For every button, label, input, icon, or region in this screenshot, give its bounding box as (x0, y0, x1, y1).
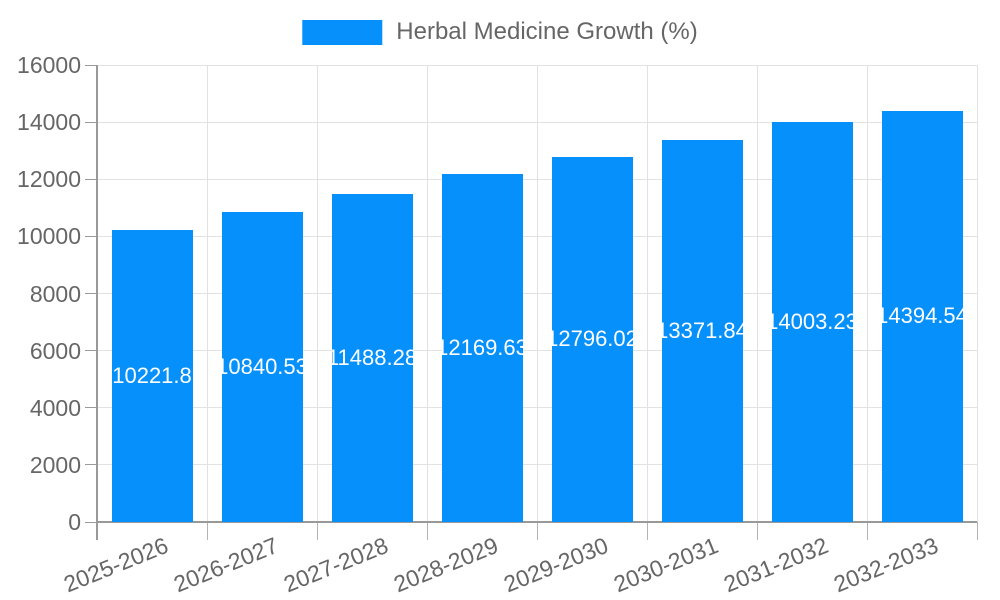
x-gridline (866, 65, 868, 522)
y-axis-tick-mark (85, 350, 97, 352)
bar-value-label: 14003.23 (771, 309, 853, 334)
x-axis-tick-mark (206, 522, 208, 540)
x-axis-tick-label: 2032-2033 (830, 532, 942, 598)
y-axis-tick-mark (85, 64, 97, 66)
x-axis-tick-mark (426, 522, 428, 540)
legend-item[interactable]: Herbal Medicine Growth (%) (302, 18, 698, 46)
y-axis-tick-mark (85, 121, 97, 123)
x-axis-tick-label: 2027-2028 (280, 532, 392, 598)
y-axis-tick-label: 0 (68, 509, 81, 535)
bar-value-label: 12796.02 (551, 326, 633, 352)
x-gridline (646, 65, 648, 522)
bar[interactable]: 14394.54 (881, 110, 963, 522)
bar[interactable]: 10221.8 (111, 230, 193, 522)
x-gridline (206, 65, 208, 522)
x-gridline (976, 65, 978, 522)
bar[interactable]: 12796.02 (551, 156, 633, 522)
bar[interactable]: 13371.84 (661, 140, 743, 522)
x-axis-tick-mark (976, 522, 978, 540)
bar-value-label: 10840.53 (221, 354, 303, 380)
x-gridline (316, 65, 318, 522)
y-axis-tick-label: 4000 (29, 394, 81, 421)
x-axis-tick-mark (756, 522, 758, 540)
y-axis-tick-label: 8000 (29, 280, 81, 307)
x-gridline (756, 65, 758, 522)
y-axis-line (96, 65, 98, 540)
x-axis-tick-mark (536, 522, 538, 540)
x-axis-tick-label: 2025-2026 (60, 532, 172, 598)
bar-value-label: 11488.28 (331, 344, 413, 370)
bar[interactable]: 14003.23 (771, 122, 853, 522)
bar[interactable]: 10840.53 (221, 212, 303, 522)
y-axis-tick-mark (85, 235, 97, 237)
bar[interactable]: 11488.28 (331, 193, 413, 522)
x-axis-tick-mark (866, 522, 868, 540)
y-axis-tick-label: 16000 (17, 52, 81, 78)
bar-value-label: 10221.8 (112, 363, 192, 388)
x-axis-tick-label: 2026-2027 (170, 532, 282, 598)
legend-swatch (302, 19, 383, 45)
y-axis-tick-mark (85, 521, 97, 523)
x-axis-line (97, 521, 977, 523)
y-axis-tick-mark (85, 178, 97, 180)
x-axis-tick-label: 2030-2031 (610, 532, 722, 598)
y-axis-tick-mark (85, 407, 97, 409)
y-axis-tick-mark (85, 293, 97, 294)
x-axis-tick-label: 2028-2029 (390, 532, 502, 598)
bar-value-label: 14394.54 (881, 303, 963, 329)
x-axis-tick-mark (646, 522, 648, 540)
x-axis-tick-mark (316, 522, 318, 540)
legend-label: Herbal Medicine Growth (%) (396, 18, 698, 45)
bar[interactable]: 12169.63 (441, 174, 523, 522)
bar-value-label: 12169.63 (441, 335, 523, 361)
y-axis-tick-label: 10000 (17, 223, 81, 250)
y-axis-tick-label: 12000 (17, 166, 81, 193)
y-axis-tick-label: 14000 (17, 109, 81, 136)
y-axis-tick-label: 6000 (29, 337, 81, 364)
y-axis-tick-label: 2000 (29, 451, 81, 478)
bar-value-label: 13371.84 (661, 318, 743, 344)
x-axis-tick-label: 2031-2032 (720, 532, 832, 598)
x-gridline (426, 65, 428, 522)
y-axis-tick-mark (85, 464, 97, 466)
x-axis-tick-label: 2029-2030 (500, 532, 612, 598)
x-gridline (536, 65, 538, 522)
